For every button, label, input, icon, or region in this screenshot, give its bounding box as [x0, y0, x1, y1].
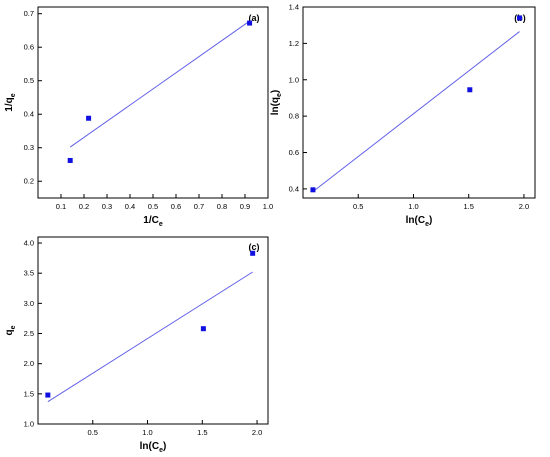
y-tick-label: 0.3 — [24, 143, 34, 152]
x-axis-label: ln(Ce) — [140, 441, 167, 454]
y-tick-label: 2.0 — [24, 359, 34, 368]
data-point — [45, 392, 51, 398]
x-tick-label: 2.0 — [519, 202, 529, 211]
x-tick-label: 0.2 — [79, 202, 89, 211]
x-tick-label: 0.5 — [148, 202, 158, 211]
chart-panel-3: 0.5 1.0 1.5 2.0 1.0 1.5 2.0 2.5 3.0 3.5 4.0 ln(Ce) q… — [4, 236, 269, 454]
x-axis-label: ln(Ce) — [406, 215, 433, 228]
fit-line — [312, 31, 520, 193]
y-axis-label: ln(qe) — [270, 90, 283, 116]
x-tick-label: 0.8 — [217, 202, 227, 211]
x-tick-label: 1.5 — [197, 428, 207, 437]
data-point — [250, 250, 256, 256]
chart-panel-2: 0.5 1.0 1.5 2.0 0.4 0.6 0.8 1.0 1.2 1.4 ln(Ce) ln(q… — [270, 3, 536, 228]
y-tick-label: 0.6 — [24, 43, 34, 52]
y-tick-label: 0.7 — [24, 9, 34, 18]
x-tick-label: 0.6 — [171, 202, 181, 211]
y-tick-label: 1.2 — [289, 39, 299, 48]
fit-line — [69, 20, 250, 148]
data-point — [67, 157, 73, 163]
fit-line — [47, 271, 253, 403]
y-tick-label: 0.2 — [24, 177, 34, 186]
data-point — [247, 20, 253, 26]
data-point — [200, 326, 206, 332]
plot-frame — [37, 236, 269, 425]
y-tick-label: 1.0 — [289, 75, 299, 84]
x-tick-label: 0.9 — [240, 202, 250, 211]
data-point — [86, 115, 92, 121]
panel-label: (c) — [249, 242, 260, 252]
data-point — [467, 87, 473, 93]
x-tick-label: 0.7 — [194, 202, 204, 211]
x-tick-label: 0.4 — [125, 202, 135, 211]
y-tick-label: 1.0 — [24, 420, 34, 429]
x-tick-label: 0.1 — [56, 202, 66, 211]
x-tick-label: 1.0 — [408, 202, 418, 211]
data-point — [310, 187, 316, 193]
plot-frame — [302, 6, 536, 199]
y-tick-label: 0.5 — [24, 76, 34, 85]
chart-panel-1: 0.1 0.2 0.3 0.4 0.5 0.6 0.7 0.8 0.9 1.0 0.2 0.3 0.4 0… — [4, 6, 273, 228]
y-tick-label: 0.6 — [289, 148, 299, 157]
y-tick-label: 1.5 — [24, 389, 34, 398]
x-tick-label: 0.5 — [353, 202, 363, 211]
y-tick-label: 0.4 — [289, 184, 299, 193]
y-tick-label: 3.5 — [24, 269, 34, 278]
x-tick-label: 0.3 — [102, 202, 112, 211]
x-tick-label: 1.5 — [463, 202, 473, 211]
y-tick-label: 4.0 — [24, 239, 34, 248]
y-tick-label: 2.5 — [24, 329, 34, 338]
x-tick-label: 2.0 — [252, 428, 262, 437]
y-tick-label: 3.0 — [24, 299, 34, 308]
y-tick-label: 0.8 — [289, 112, 299, 121]
y-tick-label: 1.4 — [289, 3, 299, 12]
y-tick-label: 0.4 — [24, 110, 34, 119]
x-tick-label: 1.0 — [142, 428, 152, 437]
x-tick-label: 0.5 — [88, 428, 98, 437]
x-axis-label: 1/Ce — [143, 215, 163, 228]
data-point — [517, 15, 523, 21]
panel-label: (a) — [249, 13, 260, 23]
y-axis-label: qe — [4, 325, 17, 335]
x-tick-label: 1.0 — [263, 202, 273, 211]
plot-frame — [37, 6, 269, 199]
y-axis-label: 1/qe — [4, 93, 17, 111]
